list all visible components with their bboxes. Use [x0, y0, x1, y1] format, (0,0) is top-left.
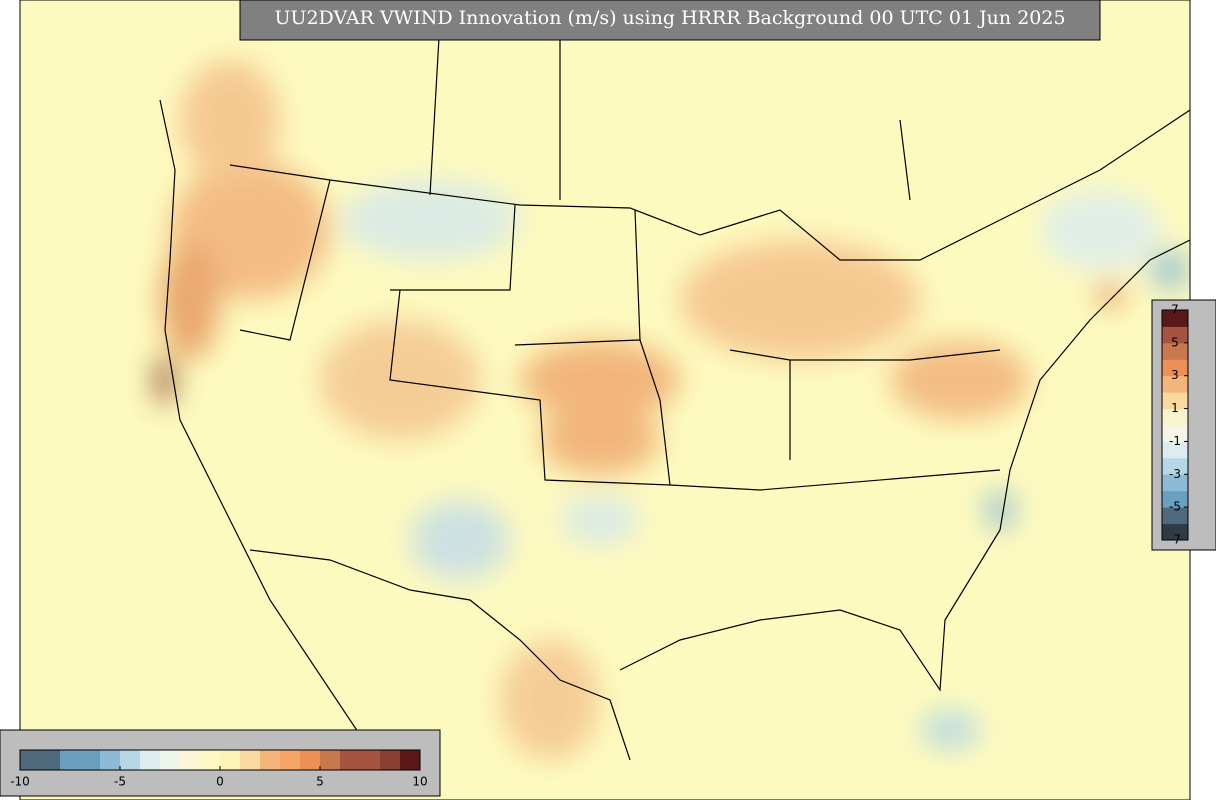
- title: UU2DVAR VWIND Innovation (m/s) using HRR…: [274, 7, 1065, 29]
- colorbar-swatch: [80, 750, 101, 770]
- colorbar-swatch: [220, 750, 241, 770]
- map-field: [20, 0, 1190, 800]
- colorbar-tick-label: 5: [1171, 335, 1179, 349]
- colorbar-tick-label: -10: [10, 775, 30, 789]
- colorbar-swatch: [1162, 457, 1188, 475]
- colorbar-tick-label: 0: [216, 775, 224, 789]
- colorbar-tick-label: 5: [316, 775, 324, 789]
- colorbar-swatch: [1162, 310, 1188, 327]
- colorbar-swatch: [380, 750, 401, 770]
- colorbar-tick-label: 7: [1171, 303, 1179, 317]
- colorbar-swatch: [180, 750, 201, 770]
- colorbar-tick-label: -7: [1169, 533, 1181, 547]
- colorbar-swatch: [1162, 375, 1188, 393]
- colorbar-swatch: [100, 750, 121, 770]
- colorbar-swatch: [1162, 359, 1188, 377]
- colorbar-swatch: [20, 750, 41, 770]
- colorbar-swatch: [240, 750, 261, 770]
- colorbar-tick-label: -3: [1169, 467, 1181, 481]
- colorbar-swatch: [1162, 425, 1188, 442]
- colorbar-swatch: [340, 750, 361, 770]
- colorbar-tick-label: -5: [1169, 500, 1181, 514]
- colorbar-swatch: [1162, 408, 1188, 426]
- title-box: [239, 0, 1101, 41]
- colorbar-tick-label: 10: [412, 775, 427, 789]
- colorbar-tick-label: 3: [1171, 368, 1179, 382]
- colorbar-swatch: [140, 750, 161, 770]
- colorbar-tick-label: -1: [1169, 434, 1181, 448]
- colorbar-swatch: [1162, 326, 1188, 344]
- colorbar-swatch: [1162, 474, 1188, 492]
- colorbar-swatch: [60, 750, 81, 770]
- colorbar-swatch: [280, 750, 301, 770]
- colorbar-swatch: [400, 750, 421, 770]
- colorbar-swatch: [1162, 523, 1188, 541]
- colorbar-swatch: [1162, 392, 1188, 410]
- colorbar-swatch: [1162, 441, 1188, 459]
- colorbar-tick-label: -5: [114, 775, 126, 789]
- colorbar-swatch: [200, 750, 221, 770]
- colorbar-swatch: [360, 750, 381, 770]
- colorbar-swatch: [1162, 507, 1188, 525]
- colorbar-swatch: [160, 750, 181, 770]
- colorbar-swatch: [120, 750, 141, 770]
- colorbar-tick-label: 1: [1171, 401, 1179, 415]
- colorbar-swatch: [260, 750, 281, 770]
- colorbars: 7 5 3 1 -1 -3 -5 -7 -10 -5 0 5 10: [10, 303, 1189, 789]
- colorbar-swatch: [40, 750, 61, 770]
- colorbar-swatch: [320, 750, 341, 770]
- colorbar-frame: [1161, 309, 1189, 541]
- colorbar-swatch: [1162, 490, 1188, 508]
- colorbar-swatch: [1162, 342, 1188, 360]
- colorbar-swatch: [300, 750, 321, 770]
